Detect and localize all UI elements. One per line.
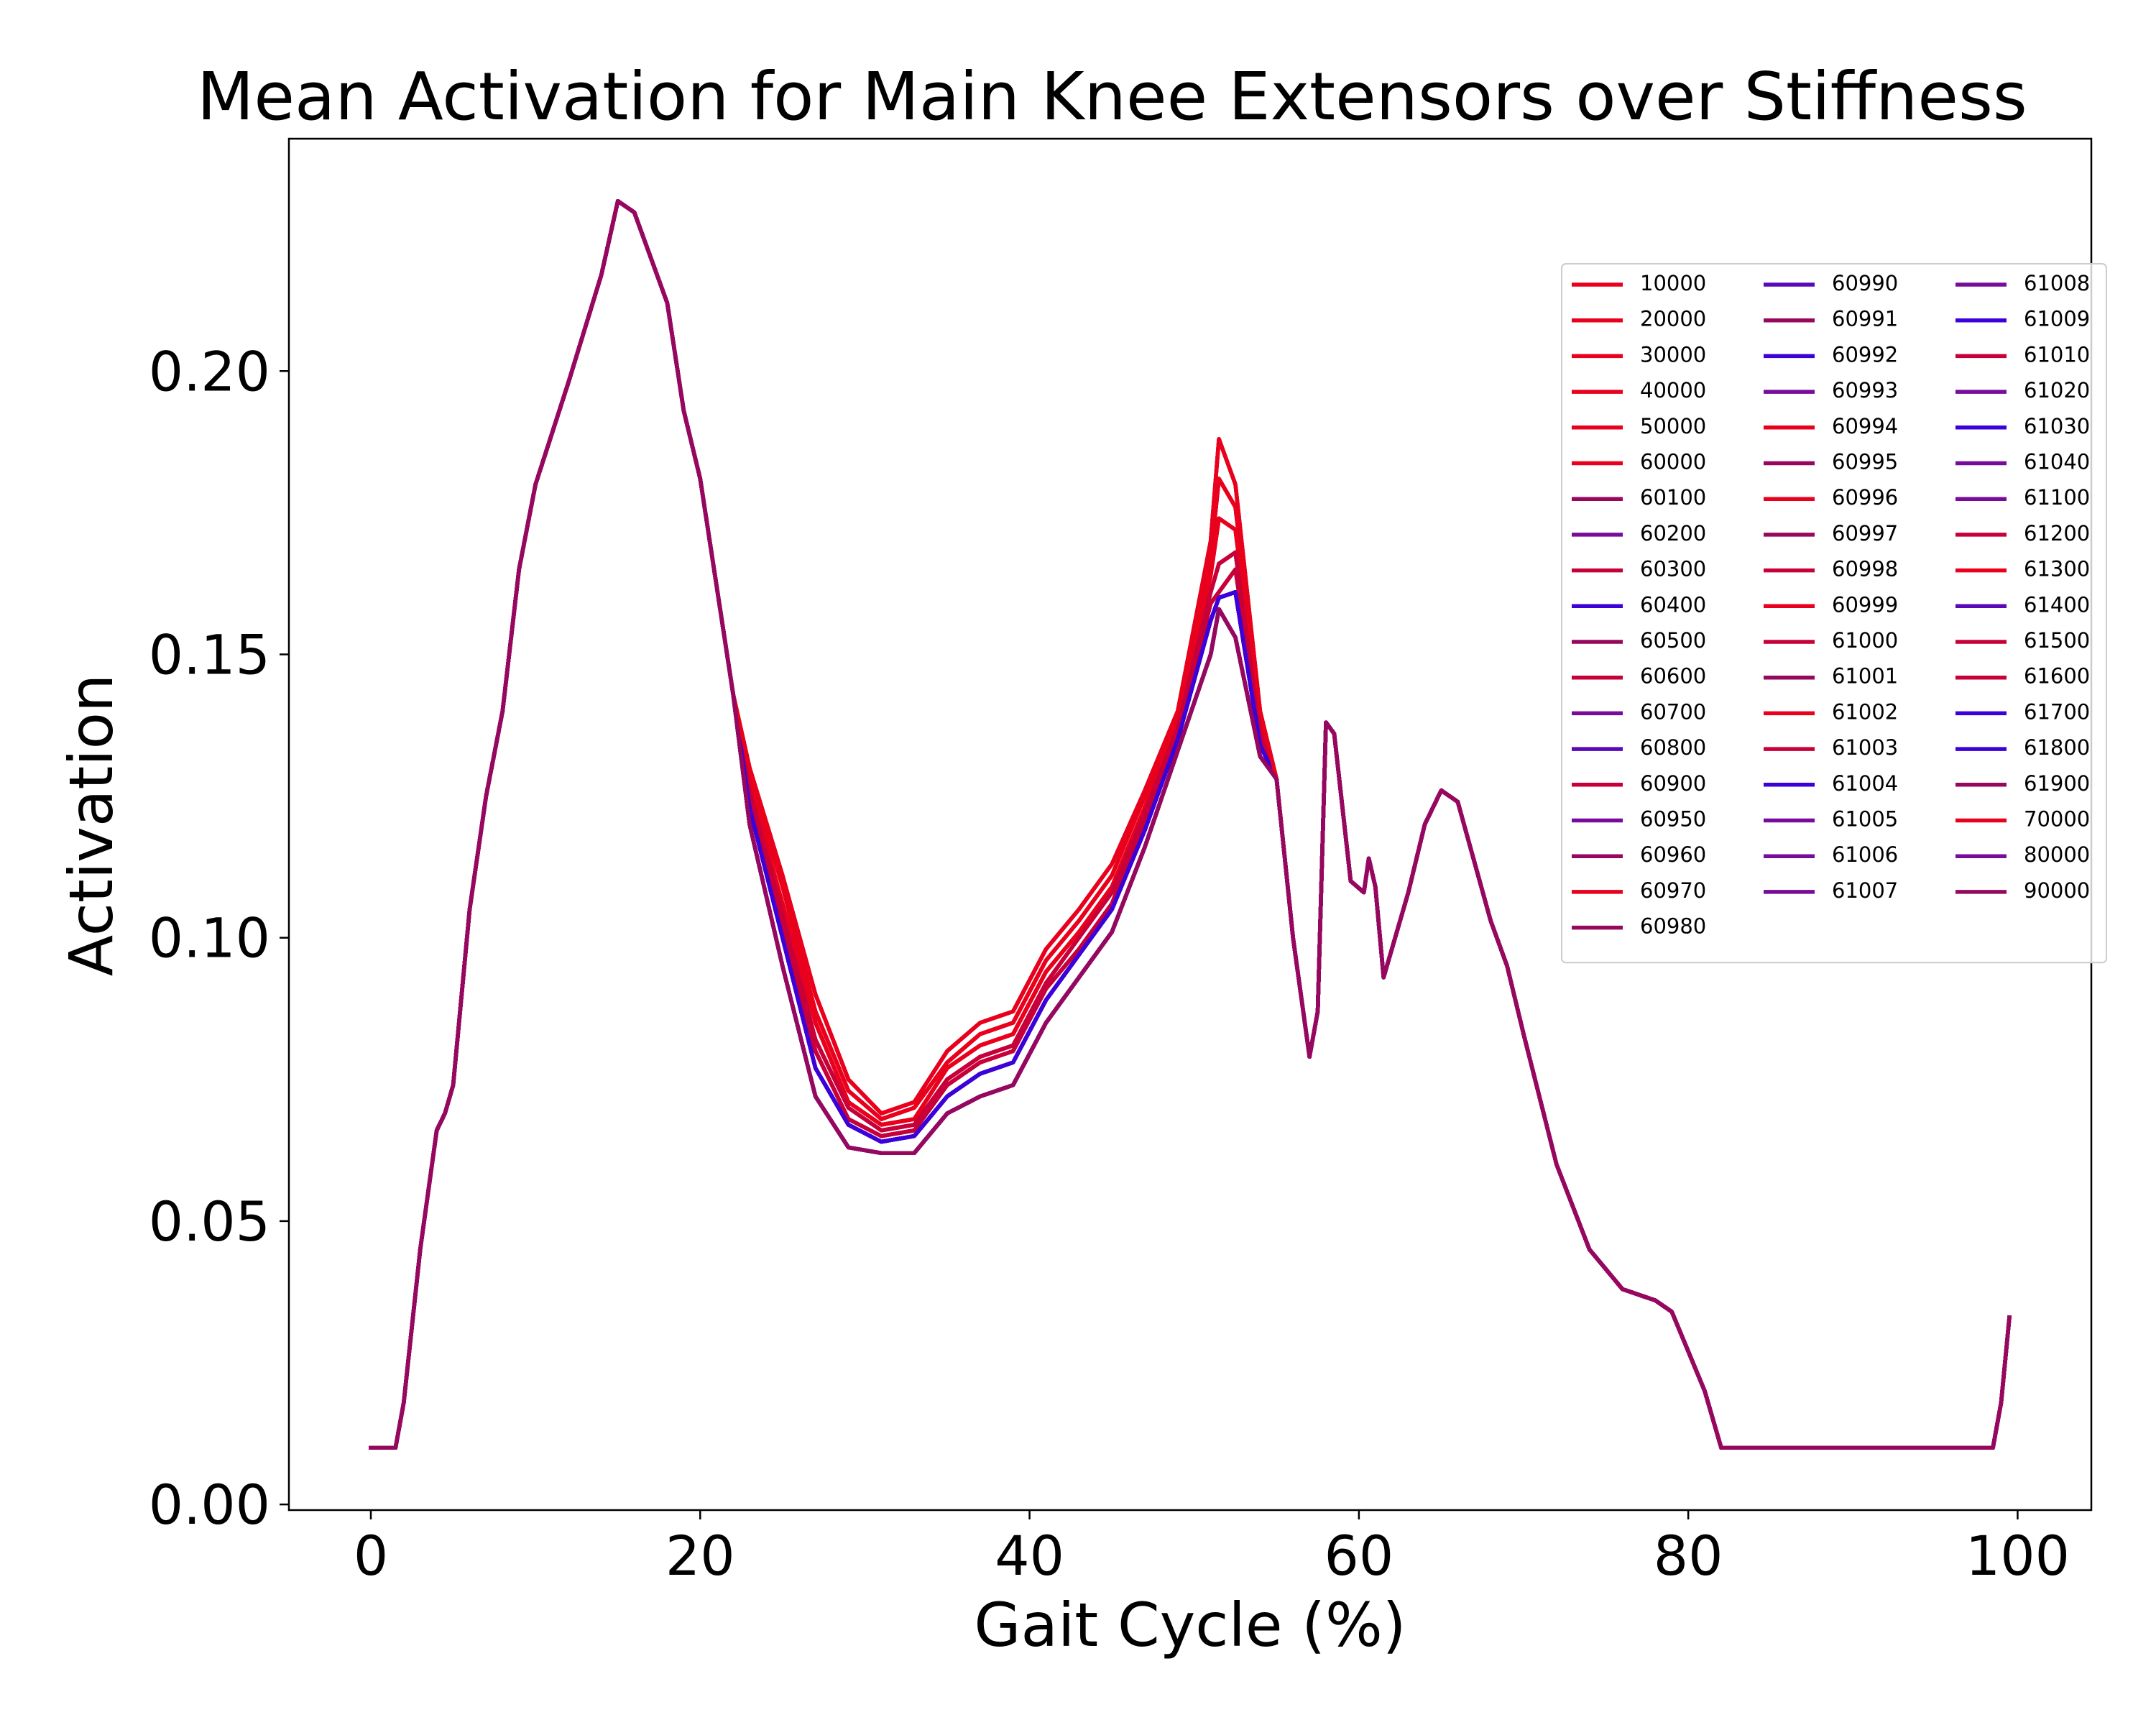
legend-label: 60600 [1640,664,1706,689]
legend-label: 60970 [1640,878,1706,903]
legend-label: 60800 [1640,735,1706,760]
chart-title: Mean Activation for Main Knee Extensors … [197,58,2027,135]
x-tick-label: 20 [665,1524,735,1588]
legend-label: 60998 [1832,557,1898,581]
legend-label: 60993 [1832,378,1898,402]
legend-label: 80000 [2024,842,2090,867]
legend-label: 20000 [1640,307,1706,331]
legend-label: 61300 [2024,557,2090,581]
legend-label: 61001 [1832,664,1898,689]
y-tick-label: 0.00 [149,1473,270,1537]
legend-label: 40000 [1640,378,1706,402]
legend-label: 60100 [1640,485,1706,510]
legend-label: 60991 [1832,307,1898,331]
legend-label: 61003 [1832,735,1898,760]
legend-label: 61002 [1832,699,1898,724]
legend-label: 60996 [1832,485,1898,510]
legend-label: 61007 [1832,878,1898,903]
legend-box [1561,263,2107,964]
legend-label: 60990 [1832,271,1898,295]
legend-label: 61030 [2024,414,2090,438]
legend-label: 60900 [1640,771,1706,796]
legend-label: 61500 [2024,628,2090,653]
legend-label: 61010 [2024,342,2090,367]
x-axis-label: Gait Cycle (%) [974,1590,1406,1660]
legend-label: 60000 [1640,450,1706,474]
legend-label: 30000 [1640,342,1706,367]
legend-label: 61100 [2024,485,2090,510]
legend-label: 60200 [1640,521,1706,546]
legend-label: 60400 [1640,592,1706,617]
legend-label: 60995 [1832,450,1898,474]
legend-label: 60994 [1832,414,1898,438]
x-tick-label: 60 [1325,1524,1394,1588]
legend-label: 61900 [2024,771,2090,796]
legend: 10000 20000 30000 40000 50000 60000 60100 60200… [1561,263,2107,964]
legend-label: 60992 [1832,342,1898,367]
legend-label: 61020 [2024,378,2090,402]
legend-label: 61800 [2024,735,2090,760]
y-tick-label: 0.20 [149,339,270,403]
legend-label: 61400 [2024,592,2090,617]
legend-label: 60997 [1832,521,1898,546]
legend-label: 61004 [1832,771,1898,796]
legend-label: 60300 [1640,557,1706,581]
series-line [369,198,2012,1450]
x-tick-label: 80 [1654,1524,1723,1588]
legend-label: 50000 [1640,414,1706,438]
x-tick-label: 40 [995,1524,1064,1588]
legend-label: 60960 [1640,842,1706,867]
legend-label: 90000 [2024,878,2090,903]
legend-label: 60980 [1640,914,1706,939]
x-tick-label: 100 [1966,1524,2070,1588]
legend-label: 61009 [2024,307,2090,331]
y-axis-label: Activation [56,674,126,977]
y-tick-label: 0.15 [149,622,270,686]
legend-label: 61008 [2024,271,2090,295]
legend-label: 60999 [1832,592,1898,617]
legend-label: 10000 [1640,271,1706,295]
legend-label: 70000 [2024,807,2090,832]
legend-label: 61700 [2024,699,2090,724]
y-tick-label: 0.05 [149,1190,270,1254]
plot-area [369,198,2012,1450]
legend-label: 61200 [2024,521,2090,546]
legend-label: 61600 [2024,664,2090,689]
legend-label: 60500 [1640,628,1706,653]
legend-label: 61000 [1832,628,1898,653]
y-tick-label: 0.10 [149,906,270,970]
legend-label: 61040 [2024,450,2090,474]
legend-label: 61005 [1832,807,1898,832]
legend-label: 60700 [1640,699,1706,724]
x-tick-label: 0 [354,1524,388,1588]
legend-label: 61006 [1832,842,1898,867]
legend-label: 60950 [1640,807,1706,832]
